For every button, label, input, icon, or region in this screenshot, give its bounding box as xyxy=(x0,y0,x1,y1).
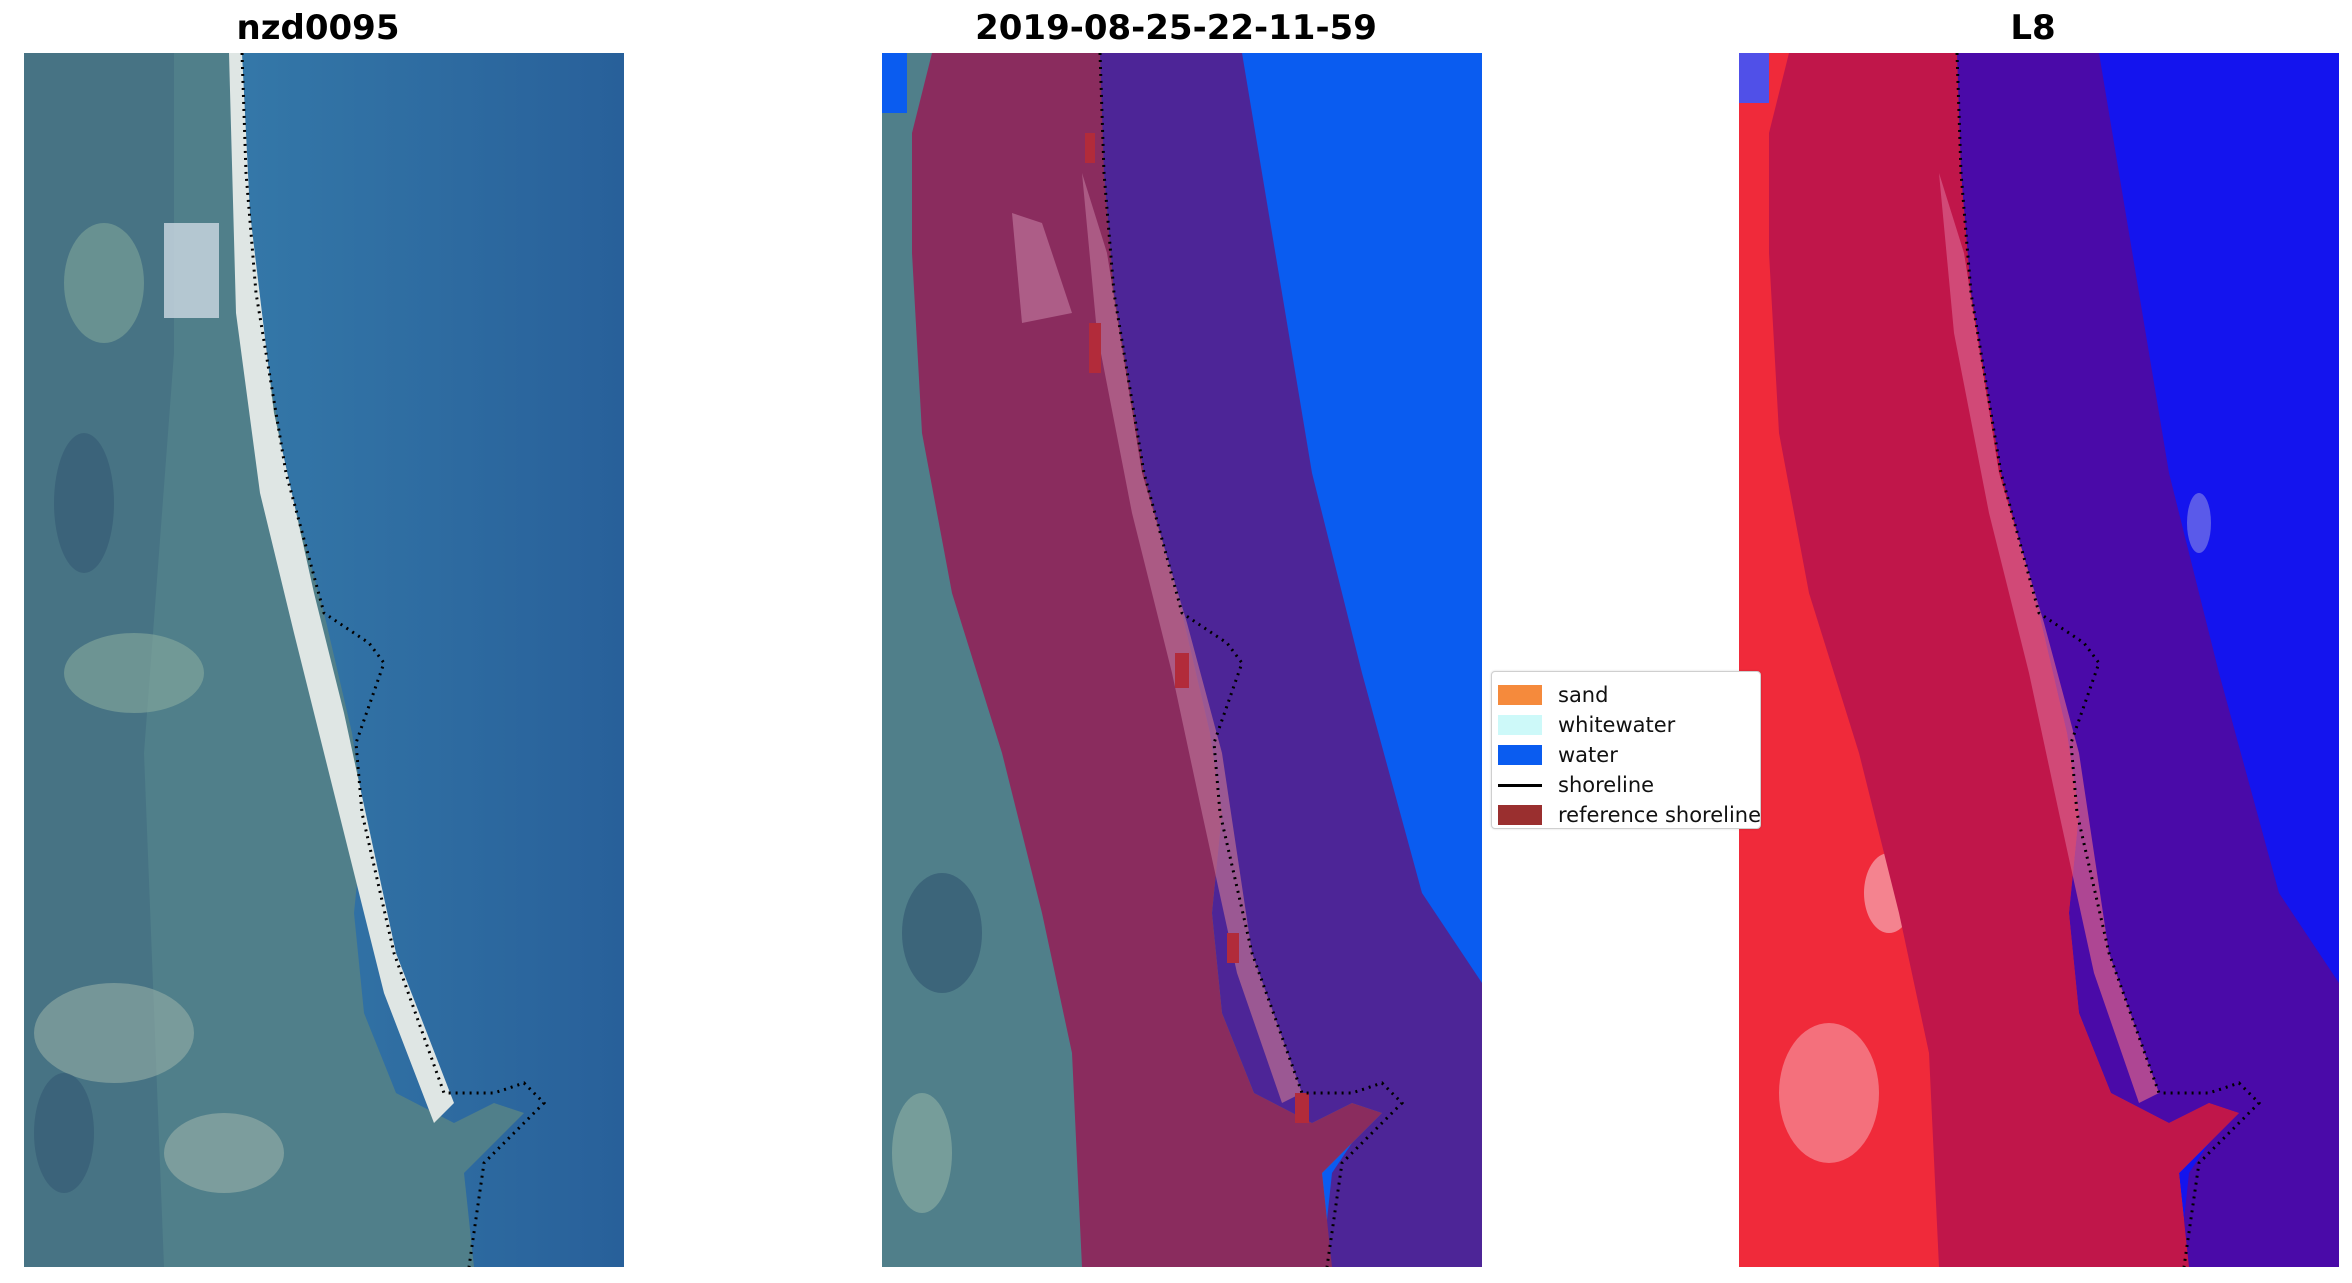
legend-label: sand xyxy=(1558,683,1609,707)
legend-label: water xyxy=(1558,743,1618,767)
l8-panel xyxy=(1739,53,2339,1267)
reference-shoreline-swatch xyxy=(1498,805,1542,825)
classification-image xyxy=(882,53,1482,1267)
legend-item-whitewater: whitewater xyxy=(1492,710,1760,740)
panel-title-3: L8 xyxy=(2010,8,2056,48)
legend-item-sand: sand xyxy=(1492,680,1760,710)
whitewater-swatch xyxy=(1498,715,1542,735)
satellite-image xyxy=(24,53,624,1267)
water-swatch xyxy=(1498,745,1542,765)
legend-item-water: water xyxy=(1492,740,1760,770)
legend-item-reference-shoreline: reference shoreline xyxy=(1492,800,1761,828)
legend-label: reference shoreline xyxy=(1558,803,1761,827)
shoreline-line xyxy=(1098,53,1405,1267)
sand-swatch xyxy=(1498,685,1542,705)
panel-title-1: nzd0095 xyxy=(236,8,400,48)
legend-label: shoreline xyxy=(1558,773,1655,797)
legend: sand whitewater water shoreline referenc… xyxy=(1491,671,1761,829)
shoreline-line xyxy=(1955,53,2262,1267)
l8-image xyxy=(1739,53,2339,1267)
legend-label: whitewater xyxy=(1558,713,1676,737)
classification-panel xyxy=(882,53,1482,1267)
panel-title-2: 2019-08-25-22-11-59 xyxy=(975,8,1377,48)
satellite-image-panel xyxy=(24,53,624,1267)
shoreline-line xyxy=(240,53,547,1267)
legend-item-shoreline: shoreline xyxy=(1492,770,1760,800)
shoreline-swatch xyxy=(1498,783,1542,787)
